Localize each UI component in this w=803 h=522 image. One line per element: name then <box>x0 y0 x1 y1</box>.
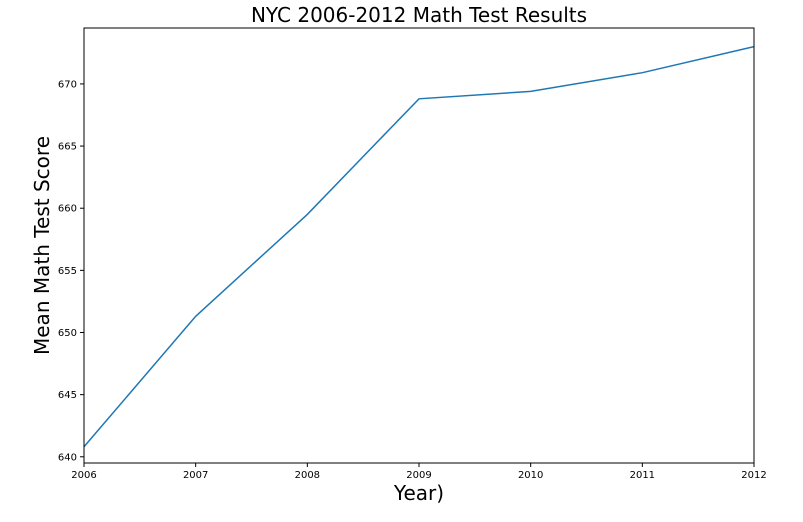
x-axis: 2006 2007 2008 2009 2010 2011 2012 <box>71 463 767 481</box>
x-axis-label: Year) <box>393 481 444 505</box>
y-tick-label: 655 <box>58 266 77 277</box>
y-axis: 640 645 650 655 660 665 670 <box>58 79 84 463</box>
y-tick-label: 665 <box>58 142 77 153</box>
x-tick-label: 2009 <box>406 470 431 481</box>
y-tick-label: 670 <box>58 79 77 90</box>
x-tick-label: 2010 <box>518 470 543 481</box>
y-tick-label: 660 <box>58 204 77 215</box>
y-tick-label: 650 <box>58 328 77 339</box>
plot-series <box>83 45 755 448</box>
x-tick-label: 2006 <box>71 470 96 481</box>
plot-frame <box>83 27 755 464</box>
series-line <box>83 45 755 448</box>
x-tick-label: 2012 <box>741 470 766 481</box>
y-axis-label: Mean Math Test Score <box>30 136 54 355</box>
x-tick-label: 2011 <box>630 470 655 481</box>
x-tick-label: 2007 <box>183 470 208 481</box>
y-tick-label: 640 <box>58 452 77 463</box>
x-tick-label: 2008 <box>295 470 320 481</box>
chart-title: NYC 2006-2012 Math Test Results <box>251 3 587 27</box>
y-tick-label: 645 <box>58 390 77 401</box>
